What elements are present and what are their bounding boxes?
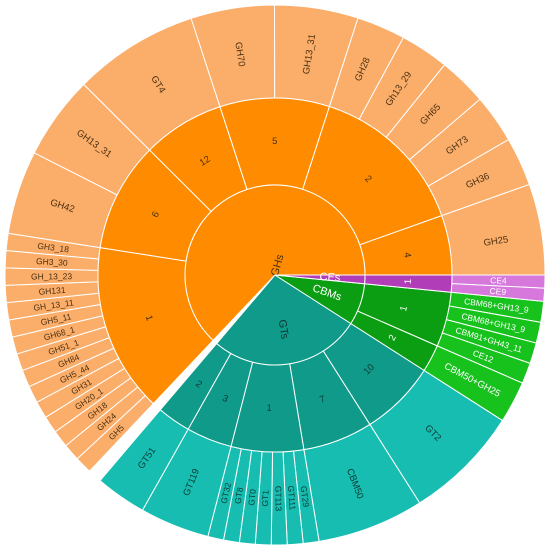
group-label-gts-3: 3 [221,393,230,405]
core-label-ces: CEs [319,271,341,284]
group-label-ghs-5: 4 [401,252,413,259]
group-label-ghs-1: 6 [150,210,162,220]
leaf-label-gh25: GH25 [483,234,509,249]
leaf-label-ce9: CE9 [489,286,506,297]
group-label-gts-1: 7 [318,394,327,406]
group-label-ghs-0: 1 [143,314,155,323]
leaf-label-gt32: GT32 [219,481,233,504]
leaf-label-gt29: GT29 [299,485,312,508]
leaf-label-ce4: CE4 [490,275,507,285]
leaf-label-gh3-30: GH3_30 [36,256,68,268]
group-label-cbms-0: 1 [398,305,410,313]
sunburst-core-gts [215,274,352,366]
leaf-label-gh131: GH131 [38,285,66,297]
group-label-ghs-3: 5 [272,136,277,147]
leaf-label-gt1: GT1 [260,490,271,507]
leaf-label-gt111: GT111 [286,485,298,511]
leaf-label-gt113: GT113 [273,486,283,512]
leaf-label-gh70: GH70 [232,41,247,67]
group-label-ghs-2: 12 [198,154,213,169]
group-label-ghs-4: 2 [362,173,373,185]
leaf-label-gt8: GT8 [233,486,246,504]
core-label-gts: GTs [276,319,291,341]
group-label-gts-2: 1 [266,403,272,414]
leaf-label-gh3-18: GH3_18 [37,241,70,255]
leaf-label-gt0: GT0 [246,488,258,506]
group-label-ces-0: 1 [403,279,414,285]
group-label-gts-4: 2 [193,378,204,390]
group-label-cbms-1: 2 [387,333,399,343]
sunburst-core-ces [274,274,366,285]
leaf-label-gh-13-23: GH_13_23 [31,271,72,281]
core-label-ghs: GHs [269,253,287,278]
